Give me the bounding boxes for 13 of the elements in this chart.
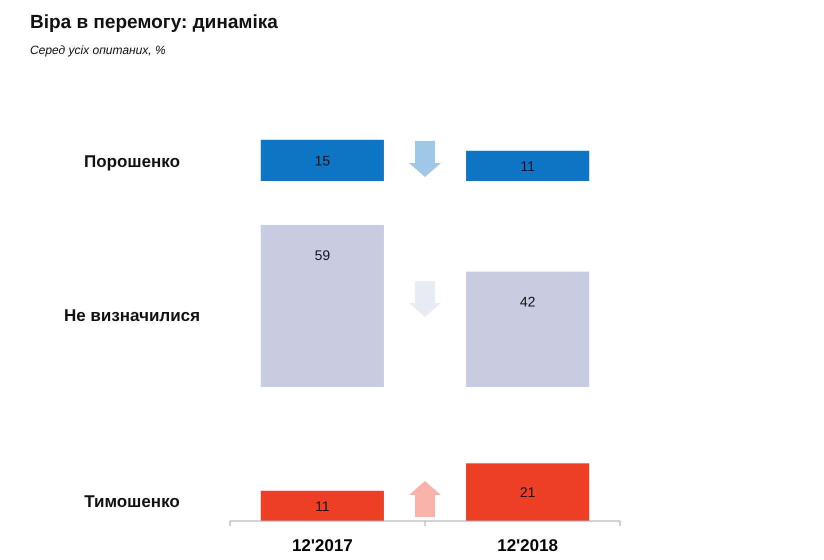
y-axis-title: Тимошенко — [84, 492, 180, 511]
data-label: 59 — [314, 247, 330, 263]
x-tick-label: 12'2017 — [292, 536, 353, 555]
x-tick-label: 12'2018 — [497, 536, 558, 555]
data-label: 11 — [520, 158, 536, 174]
text: Серед усіх опитаних, % — [30, 43, 166, 57]
data-label: 11 — [315, 498, 330, 514]
y-axis-title: Не визначилися — [64, 306, 200, 325]
data-label: 15 — [314, 152, 330, 168]
data-label: 21 — [520, 484, 536, 500]
data-label: 42 — [520, 294, 536, 310]
y-axis-title: Порошенко — [84, 152, 180, 171]
chart-title: Віра в перемогу: динаміка — [30, 12, 278, 33]
